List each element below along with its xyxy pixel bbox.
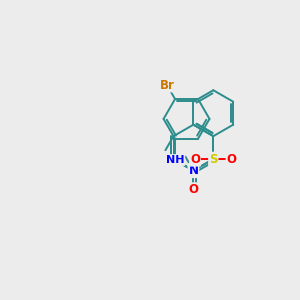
Text: NH: NH <box>166 155 184 165</box>
Text: Br: Br <box>160 79 174 92</box>
Text: O: O <box>188 183 198 196</box>
Text: O: O <box>190 153 200 166</box>
Text: O: O <box>226 153 237 166</box>
Text: S: S <box>209 153 218 166</box>
Text: N: N <box>188 164 198 177</box>
